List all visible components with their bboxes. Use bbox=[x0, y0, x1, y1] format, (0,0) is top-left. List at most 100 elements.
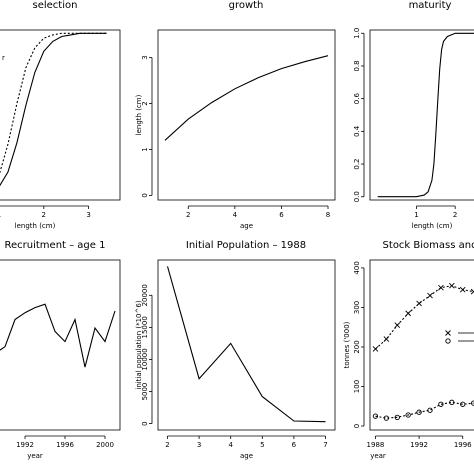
y-tick-label: 300 bbox=[353, 301, 361, 314]
chart-title: maturity bbox=[409, 0, 452, 11]
series-group bbox=[0, 32, 107, 187]
x-tick-label: 1992 bbox=[16, 441, 34, 449]
y-tick-label: 20000 bbox=[141, 284, 149, 306]
y-tick-label: 15000 bbox=[141, 316, 149, 338]
y-tick-label: 0.0 bbox=[353, 191, 361, 202]
plot-frame bbox=[369, 29, 474, 201]
x-tick-label: 2000 bbox=[96, 441, 114, 449]
series-line-1 bbox=[0, 32, 107, 175]
x-tick-label: 4 bbox=[228, 441, 233, 449]
chart-title: growth bbox=[229, 0, 264, 11]
x-tick-label: 2 bbox=[165, 441, 169, 449]
x-axis-label: length (cm) bbox=[412, 222, 453, 230]
y-tick-label: 0 bbox=[353, 424, 361, 428]
plot-frame bbox=[0, 29, 121, 201]
data-point-o bbox=[372, 413, 379, 419]
y-axis-label: tonnes ('000) bbox=[343, 321, 351, 368]
data-point-x bbox=[427, 292, 433, 299]
x-tick-label: 2 bbox=[453, 211, 457, 219]
y-tick-label: 2 bbox=[141, 101, 149, 105]
series-group bbox=[164, 55, 329, 141]
legend-marker-x bbox=[445, 330, 451, 336]
x-tick-label: 6 bbox=[292, 441, 297, 449]
chart-title: Stock Biomass and bbox=[383, 240, 474, 251]
x-tick-label: 1996 bbox=[56, 441, 74, 449]
data-point-o bbox=[394, 414, 400, 420]
x-tick-label: 2 bbox=[186, 211, 190, 219]
x-tick-label: 1988 bbox=[367, 441, 385, 449]
data-point-x bbox=[372, 346, 379, 352]
x-tick-label: 1 bbox=[414, 211, 418, 219]
x-tick-label: 5 bbox=[260, 441, 264, 449]
x-axis-label: year bbox=[27, 452, 43, 460]
data-point-o bbox=[449, 399, 455, 405]
y-tick-label: 0.4 bbox=[353, 125, 361, 137]
y-tick-label: 1.0 bbox=[353, 28, 361, 39]
x-tick-label: 8 bbox=[326, 211, 330, 219]
y-tick-label: 200 bbox=[353, 340, 361, 353]
x-axis-label: age bbox=[240, 452, 253, 460]
x-tick-label: 3 bbox=[86, 211, 90, 219]
data-point-o bbox=[460, 401, 466, 407]
x-tick-label: 3 bbox=[197, 441, 201, 449]
panel-selection: selection 1 2 3 length (cm) r bbox=[0, 0, 121, 230]
y-tick-label: 5000 bbox=[141, 383, 149, 401]
series-group bbox=[377, 32, 474, 198]
legend bbox=[445, 330, 474, 344]
panel-recruitment: Recruitment – age 1 1992 1996 2000 year bbox=[0, 240, 121, 460]
panel-growth: growth 2 4 6 8 age 0 1 2 3 length (cm) bbox=[135, 0, 336, 230]
x-axis-label: age bbox=[240, 222, 253, 230]
series-group bbox=[0, 303, 116, 368]
data-point-o bbox=[438, 401, 444, 407]
chart-title: selection bbox=[33, 0, 78, 11]
x-tick-label: 1992 bbox=[410, 441, 428, 449]
panel-stock-biomass: Stock Biomass and 1988 1992 1996 year 0 100 200… bbox=[343, 240, 474, 460]
y-tick-label: 0.2 bbox=[353, 158, 361, 169]
series-line-0 bbox=[377, 32, 474, 198]
data-point-x bbox=[383, 336, 390, 342]
series-line-0 bbox=[166, 266, 326, 423]
x-tick-label: 1 bbox=[0, 211, 1, 219]
panel-initial-population: Initial Population – 1988 2 3 4 5 6 7 age 0 5000 1… bbox=[135, 240, 336, 460]
data-point-x bbox=[448, 282, 455, 289]
legend-marker-o bbox=[445, 338, 451, 344]
chart-title: Initial Population – 1988 bbox=[186, 240, 306, 251]
x-axis-label: year bbox=[370, 452, 386, 460]
y-tick-label: 100 bbox=[353, 380, 361, 393]
y-tick-label: 0.6 bbox=[353, 93, 361, 105]
data-point-x bbox=[459, 286, 466, 293]
x-tick-label: 2 bbox=[42, 211, 46, 219]
data-point-x bbox=[416, 300, 422, 307]
plot-frame bbox=[157, 259, 336, 431]
series-group bbox=[372, 282, 474, 421]
y-tick-label: 3 bbox=[141, 55, 149, 59]
series-line-0 bbox=[375, 285, 474, 350]
data-point-x bbox=[394, 322, 401, 329]
series-line-0 bbox=[0, 303, 116, 368]
y-axis-label: initial population (*10^6) bbox=[135, 300, 143, 389]
data-point-o bbox=[405, 412, 411, 418]
series-line-0 bbox=[0, 32, 107, 187]
y-tick-label: 400 bbox=[353, 261, 361, 274]
x-tick-label: 7 bbox=[323, 441, 327, 449]
x-tick-label: 1996 bbox=[454, 441, 472, 449]
x-axis-label: length (cm) bbox=[15, 222, 56, 230]
x-tick-label: 4 bbox=[233, 211, 238, 219]
y-axis-label: length (cm) bbox=[135, 94, 143, 135]
data-point-x bbox=[405, 310, 412, 317]
data-point-o bbox=[427, 407, 433, 413]
y-tick-label: 0.8 bbox=[353, 60, 361, 71]
plot-frame bbox=[369, 259, 474, 431]
y-tick-label: 10000 bbox=[141, 348, 149, 370]
chart-title: Recruitment – age 1 bbox=[5, 240, 106, 251]
plot-frame bbox=[0, 259, 121, 431]
y-tick-label: 0 bbox=[141, 421, 149, 425]
data-point-o bbox=[383, 415, 390, 421]
series-line-0 bbox=[164, 55, 329, 141]
annotation-text: r bbox=[2, 54, 5, 62]
data-point-o bbox=[416, 409, 422, 415]
series-group bbox=[166, 266, 326, 423]
plot-frame bbox=[157, 29, 336, 201]
